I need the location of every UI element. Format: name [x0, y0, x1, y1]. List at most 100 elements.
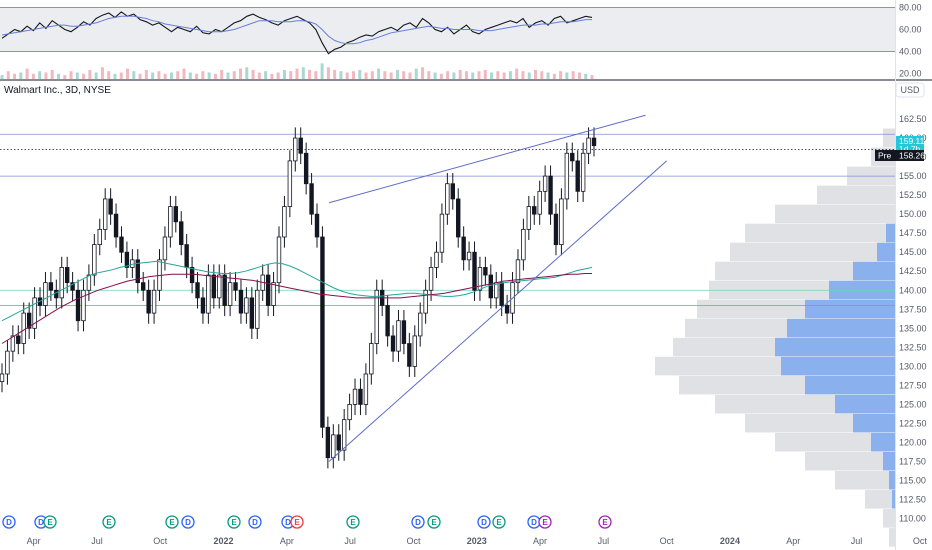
earnings-event-marker — [538, 515, 552, 529]
candle-body — [548, 175, 553, 215]
volume-bar — [577, 72, 581, 79]
volume-bar — [477, 71, 481, 79]
volume-profile-row — [805, 299, 895, 319]
time-tick-label: Jul — [91, 536, 103, 546]
candle-body — [255, 289, 260, 329]
candle-body — [59, 267, 64, 299]
oscillator-tick-label: 20.00 — [899, 69, 922, 79]
oscillator-pane — [0, 7, 932, 81]
volume-bar — [408, 72, 412, 79]
candle-body — [477, 267, 483, 291]
candle-body — [92, 244, 97, 276]
dividend-event-marker — [411, 515, 425, 529]
volume-profile-row — [886, 223, 895, 243]
price-tick-label: 140.00 — [899, 285, 927, 295]
volume-bar — [245, 67, 249, 79]
candle-body — [374, 289, 379, 344]
last-price-tag: 159.11 — [899, 136, 925, 146]
volume-bar — [389, 72, 393, 79]
earnings-event-marker-label: E — [106, 518, 112, 527]
volume-bar — [452, 72, 456, 79]
volume-bar — [559, 71, 563, 79]
currency-badge[interactable]: USD — [895, 82, 925, 98]
price-tick-label: 115.00 — [899, 476, 926, 486]
price-tick-label: 142.50 — [899, 266, 927, 276]
candle-body — [151, 289, 157, 314]
volume-bar — [213, 73, 217, 79]
volume-bar — [546, 72, 550, 79]
candle-body — [580, 152, 586, 192]
time-tick-label: Apr — [786, 536, 800, 546]
volume-bar — [195, 73, 199, 79]
volume-bar — [113, 73, 117, 79]
candle-body — [108, 198, 113, 215]
volume-profile-row — [877, 242, 895, 262]
candle-body — [559, 198, 564, 246]
price-tick-label: 120.00 — [899, 437, 927, 447]
volume-bar — [239, 68, 243, 79]
volume-profile-row — [883, 451, 895, 471]
price-tick-label: 137.50 — [899, 304, 927, 314]
time-tick-label: Apr — [280, 536, 294, 546]
candle-body — [575, 160, 580, 192]
time-tick-label: Oct — [153, 536, 168, 546]
candle-body — [64, 267, 70, 284]
candle-body — [390, 335, 396, 352]
time-tick-label: Apr — [533, 536, 547, 546]
time-tick-label: Jul — [344, 536, 356, 546]
oscillator-band — [0, 7, 895, 52]
dividend-event-marker — [477, 515, 491, 529]
price-tick-label: 152.50 — [899, 190, 927, 200]
ma-fast-line — [1, 260, 593, 322]
pre-value-tag: 158.26 — [899, 151, 925, 161]
candle-body — [461, 236, 466, 261]
time-tick-label: 2023 — [467, 536, 487, 546]
candle-body — [184, 244, 189, 268]
time-tick-label: Oct — [660, 536, 675, 546]
volume-bar — [364, 72, 368, 79]
volume-bar — [433, 72, 437, 79]
dividend-event-marker-label: D — [481, 518, 487, 527]
price-tick-label: 130.00 — [899, 361, 927, 371]
price-tick-label: 117.50 — [899, 457, 926, 467]
oscillator-tick-label: 80.00 — [899, 3, 922, 13]
volume-bar — [132, 71, 136, 79]
oscillator-main-line — [1, 11, 593, 55]
volume-bar — [126, 68, 130, 79]
time-tick-label: 2024 — [720, 536, 740, 546]
candle-body — [456, 198, 461, 238]
volume-bar — [308, 69, 312, 79]
candle-body — [5, 350, 10, 375]
candle-body — [532, 206, 537, 215]
volume-bar — [584, 73, 588, 79]
candle-body — [537, 190, 542, 215]
candle-body — [233, 282, 238, 291]
time-tick-label: Jul — [851, 536, 863, 546]
volume-bar — [144, 69, 148, 79]
price-tick-label: 150.00 — [899, 209, 927, 219]
volume-profile-row — [730, 242, 895, 262]
volume-bar — [446, 71, 450, 79]
price-tick-label: 162.50 — [899, 114, 927, 124]
symbol-title: Walmart Inc., 3D, NYSE — [4, 85, 111, 96]
volume-bar — [521, 71, 525, 79]
candle-body — [287, 160, 293, 207]
volume-bar — [270, 73, 274, 79]
oscillator-tick-label: 60.00 — [899, 25, 922, 35]
candle-body — [466, 251, 472, 261]
earnings-event-marker-label: E — [231, 518, 237, 527]
volume-bar — [282, 69, 286, 79]
volume-bar — [358, 69, 362, 79]
volume-bar — [276, 72, 280, 79]
volume-bar — [565, 72, 569, 79]
earnings-event-marker-label: E — [602, 518, 608, 527]
volume-bar — [483, 69, 487, 79]
volume-bar — [232, 71, 236, 79]
volume-bar — [63, 75, 67, 79]
price-tags: 159.11 1d 7h Pre 158.26 — [875, 136, 925, 161]
price-tick-label: 122.50 — [899, 418, 927, 428]
time-tick-label: Oct — [913, 536, 928, 546]
trendline — [328, 114, 646, 204]
volume-profile-row — [787, 318, 895, 338]
